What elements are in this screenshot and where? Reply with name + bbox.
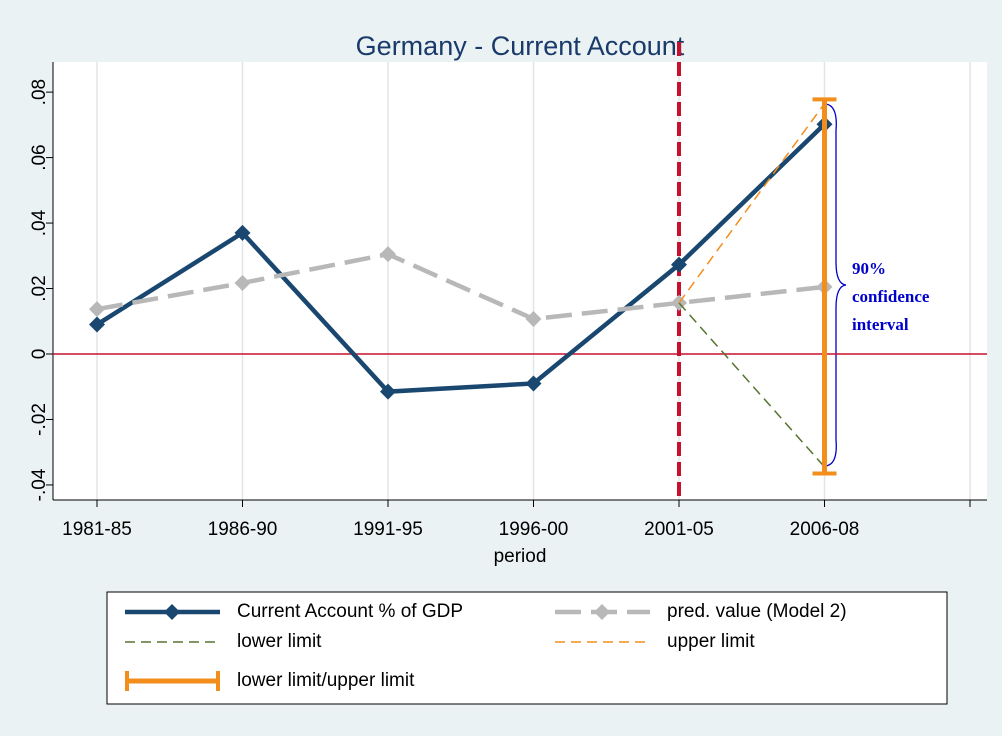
marker bbox=[89, 301, 105, 318]
marker bbox=[380, 383, 396, 400]
y-tick-label: .04 bbox=[29, 209, 50, 236]
annotation-brace bbox=[825, 103, 847, 467]
x-tick-label: 1981-85 bbox=[62, 519, 132, 540]
series-line bbox=[96, 251, 825, 322]
y-tick-label: .02 bbox=[29, 275, 50, 301]
series-line bbox=[95, 122, 827, 394]
x-tick-label: 1996-00 bbox=[499, 519, 569, 540]
marker bbox=[380, 246, 396, 263]
chart-title: Germany - Current Account bbox=[356, 31, 685, 61]
legend-marker bbox=[594, 604, 610, 620]
y-tick-label: -.04 bbox=[29, 468, 50, 501]
marker bbox=[89, 316, 105, 333]
x-tick-label: 2006-08 bbox=[790, 519, 860, 540]
annotation: interval bbox=[852, 315, 909, 334]
legend-label: upper limit bbox=[667, 631, 755, 652]
y-tick-label: 0 bbox=[29, 349, 50, 360]
legend-label: Current Account % of GDP bbox=[237, 601, 463, 622]
annotation: 90% bbox=[852, 259, 886, 278]
marker bbox=[234, 274, 251, 291]
marker bbox=[234, 224, 251, 241]
x-tick-label: 1991-95 bbox=[353, 519, 423, 540]
x-tick-label: 1986-90 bbox=[208, 519, 278, 540]
y-tick-label: -.02 bbox=[29, 403, 50, 436]
marker bbox=[525, 375, 542, 392]
marker bbox=[671, 256, 687, 273]
marker bbox=[525, 310, 542, 327]
series-line bbox=[678, 302, 826, 468]
y-tick-label: .06 bbox=[29, 144, 50, 170]
legend-marker bbox=[164, 604, 180, 620]
plot-area bbox=[53, 62, 987, 500]
x-axis-title: period bbox=[494, 546, 547, 567]
x-tick-label: 2001-05 bbox=[644, 519, 714, 540]
legend-label: lower limit/upper limit bbox=[237, 670, 415, 691]
annotation: confidence bbox=[852, 287, 930, 306]
series-line bbox=[678, 103, 826, 304]
legend-box bbox=[106, 591, 948, 705]
legend-label: pred. value (Model 2) bbox=[667, 601, 847, 622]
legend-label: lower limit bbox=[237, 631, 322, 652]
y-tick-label: .08 bbox=[29, 79, 50, 105]
